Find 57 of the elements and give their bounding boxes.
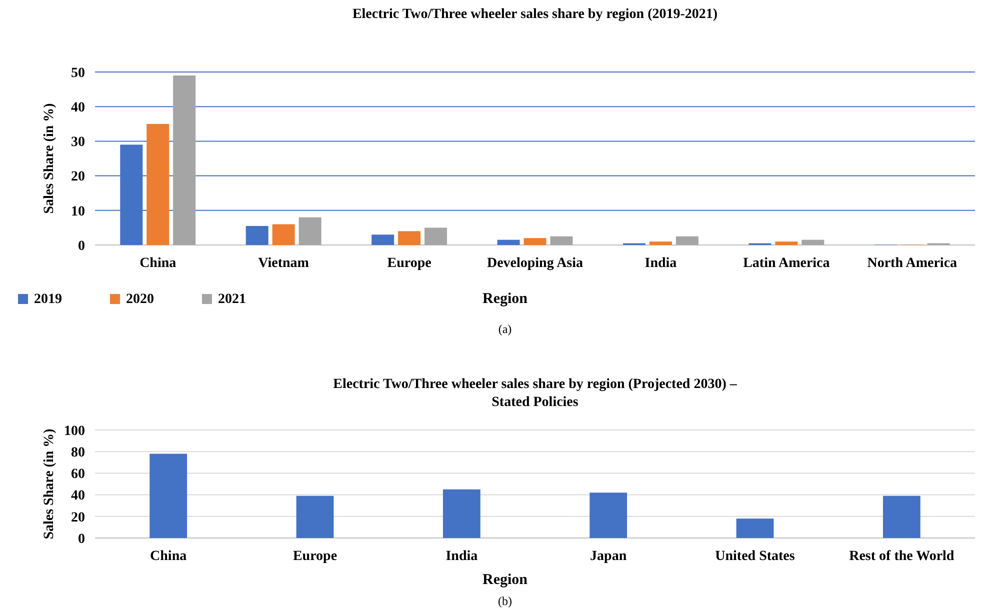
chart-title: Electric Two/Three wheeler sales share by region (2019-2021) (352, 7, 718, 22)
y-tick-label: 40 (71, 100, 85, 116)
y-tick-label: 20 (71, 170, 85, 185)
y-tick-label: 0 (78, 238, 85, 254)
x-tick-label: China (150, 549, 187, 564)
bar (590, 492, 628, 538)
chart-title: Electric Two/Three wheeler sales share by region (Projected 2030) – Stated Policies (333, 377, 738, 410)
y-tick-label: 60 (71, 467, 85, 482)
bar (442, 489, 480, 538)
y-tick-label: 80 (71, 446, 85, 460)
bar (497, 240, 520, 245)
bar (775, 242, 798, 245)
x-tick-label: Latin America (743, 256, 830, 271)
y-tick-label: 30 (71, 135, 85, 150)
y-tick-label: 10 (71, 204, 85, 220)
bar (272, 224, 295, 245)
x-tick-label: China (140, 256, 176, 271)
x-tick-label: Europe (387, 256, 432, 271)
text: (a) (498, 322, 512, 336)
bar (298, 217, 322, 245)
bar (550, 236, 573, 245)
x-tick-label: Rest of the World (849, 549, 954, 564)
x-tick-label: Developing Asia (486, 256, 584, 271)
y-axis-title: Sales Share (in %) (42, 428, 57, 540)
x-axis-title: Region (482, 291, 528, 307)
bar (802, 240, 824, 245)
x-tick-label: Vietnam (258, 256, 310, 271)
bar (150, 454, 188, 538)
y-tick-label: 20 (71, 510, 85, 526)
x-tick-label: Europe (292, 549, 338, 564)
bar (524, 238, 546, 245)
bar (676, 236, 698, 245)
x-tick-label: India (446, 549, 478, 564)
legend-label: 2021 (218, 292, 246, 307)
y-tick-label: 0 (78, 532, 85, 547)
bar (372, 234, 394, 245)
bar (736, 518, 774, 538)
bar (246, 226, 268, 245)
y-tick-label: 40 (71, 488, 85, 504)
y-axis-title: Sales Share (in %) (42, 102, 57, 214)
bar (296, 496, 334, 538)
bar (398, 231, 421, 245)
x-tick-label: United States (715, 549, 796, 564)
bar (173, 75, 196, 245)
x-tick-label: Japan (590, 549, 627, 564)
x-tick-label: North America (867, 256, 958, 271)
legend-label: 2019 (34, 292, 62, 307)
text: (b) (498, 594, 512, 608)
bar (146, 124, 170, 245)
bar (424, 228, 447, 245)
bar (882, 496, 920, 538)
y-tick-label: 100 (64, 424, 85, 439)
y-tick-label: 50 (71, 66, 85, 81)
bar (649, 242, 672, 245)
legend-label: 2020 (126, 292, 154, 307)
x-tick-label: India (644, 256, 677, 271)
x-axis-title: Region (482, 572, 528, 588)
